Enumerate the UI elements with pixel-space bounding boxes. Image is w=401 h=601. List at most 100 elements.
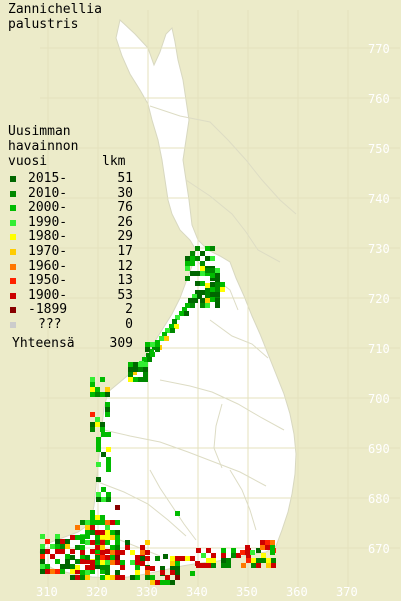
observation-cell xyxy=(200,298,205,303)
observation-cell xyxy=(75,535,80,540)
observation-cell xyxy=(135,565,140,570)
observation-cell xyxy=(245,550,250,555)
observation-cell xyxy=(265,540,270,545)
observation-cell xyxy=(133,377,138,382)
legend-swatch xyxy=(10,219,16,226)
observation-cell xyxy=(175,566,180,571)
observation-cell xyxy=(60,539,65,544)
observation-cell xyxy=(210,276,215,281)
grid-x-label: 350 xyxy=(236,585,258,599)
observation-cell xyxy=(271,563,276,568)
observation-cell xyxy=(115,545,120,550)
observation-cell xyxy=(70,549,75,554)
legend-swatch xyxy=(10,278,16,285)
legend-year-label: 2015- xyxy=(28,171,68,186)
observation-cell xyxy=(128,372,133,377)
legend-count: 26 xyxy=(117,214,133,230)
observation-cell xyxy=(250,550,255,555)
observation-cell xyxy=(205,288,210,293)
observation-cell xyxy=(135,570,140,575)
observation-cell xyxy=(190,261,195,266)
observation-cell xyxy=(90,540,95,545)
finland-land xyxy=(39,19,297,579)
observation-cell xyxy=(80,554,85,559)
observation-cell xyxy=(100,545,105,550)
observation-cell xyxy=(100,560,105,565)
observation-cell xyxy=(155,342,160,347)
observation-cell xyxy=(100,520,105,525)
observation-cell xyxy=(206,548,211,553)
observation-cell xyxy=(192,294,197,299)
observation-cell xyxy=(246,558,251,563)
observation-cell xyxy=(197,294,202,299)
observation-cell xyxy=(150,566,155,571)
observation-cell xyxy=(133,367,138,372)
observation-cell xyxy=(226,558,231,563)
grid-x-label: 330 xyxy=(136,585,158,599)
observation-cell xyxy=(95,417,100,422)
observation-cell xyxy=(215,282,220,287)
observation-cell xyxy=(55,559,60,564)
observation-cell xyxy=(251,563,256,568)
observation-cell xyxy=(75,569,80,574)
observation-cell xyxy=(110,535,115,540)
observation-cell xyxy=(95,387,100,392)
observation-cell xyxy=(101,452,106,457)
observation-cell xyxy=(110,575,115,580)
observation-cell xyxy=(175,556,180,561)
observation-cell xyxy=(65,559,70,564)
observation-cell xyxy=(90,520,95,525)
observation-cell xyxy=(221,553,226,558)
observation-cell xyxy=(170,580,175,585)
observation-cell xyxy=(90,377,95,382)
observation-cell xyxy=(115,560,120,565)
observation-cell xyxy=(106,447,111,452)
observation-cell xyxy=(101,432,106,437)
observation-cell xyxy=(205,293,210,298)
observation-cell xyxy=(210,268,215,273)
observation-cell xyxy=(215,278,220,283)
legend-year-label: -1899 xyxy=(28,302,68,318)
observation-cell xyxy=(60,549,65,554)
observation-cell xyxy=(221,558,226,563)
legend-row: 2015- 51 xyxy=(8,172,133,186)
observation-cell xyxy=(65,539,70,544)
observation-cell xyxy=(143,362,148,367)
observation-cell xyxy=(105,575,110,580)
observation-cell xyxy=(45,549,50,554)
observation-cell xyxy=(110,520,115,525)
observation-cell xyxy=(55,549,60,554)
observation-cell xyxy=(266,563,271,568)
observation-cell xyxy=(185,303,190,308)
observation-cell xyxy=(201,553,206,558)
observation-cell xyxy=(170,561,175,566)
observation-cell xyxy=(210,273,215,278)
observation-cell xyxy=(241,563,246,568)
observation-cell xyxy=(170,328,175,333)
grid-x-label: 360 xyxy=(286,585,308,599)
observation-cell xyxy=(210,246,215,251)
legend-count: 76 xyxy=(117,200,133,216)
observation-cell xyxy=(175,575,180,580)
observation-cell xyxy=(260,540,265,545)
observation-cell xyxy=(145,556,150,561)
observation-cell xyxy=(101,487,106,492)
observation-cell xyxy=(205,303,210,308)
observation-cell xyxy=(149,349,154,354)
legend-year-label: 2000- xyxy=(28,200,68,216)
observation-cell xyxy=(133,362,138,367)
observation-cell xyxy=(140,550,145,555)
observation-cell xyxy=(105,520,110,525)
observation-cell xyxy=(145,347,150,352)
observation-cell xyxy=(185,276,190,281)
observation-cell xyxy=(170,566,175,571)
observation-cell xyxy=(70,569,75,574)
observation-cell xyxy=(130,560,135,565)
observation-cell xyxy=(85,520,90,525)
observation-cell xyxy=(115,575,120,580)
observation-cell xyxy=(236,553,241,558)
observation-cell xyxy=(96,497,101,502)
observation-cell xyxy=(65,564,70,569)
legend-swatch xyxy=(10,263,16,270)
observation-cell xyxy=(80,570,85,575)
